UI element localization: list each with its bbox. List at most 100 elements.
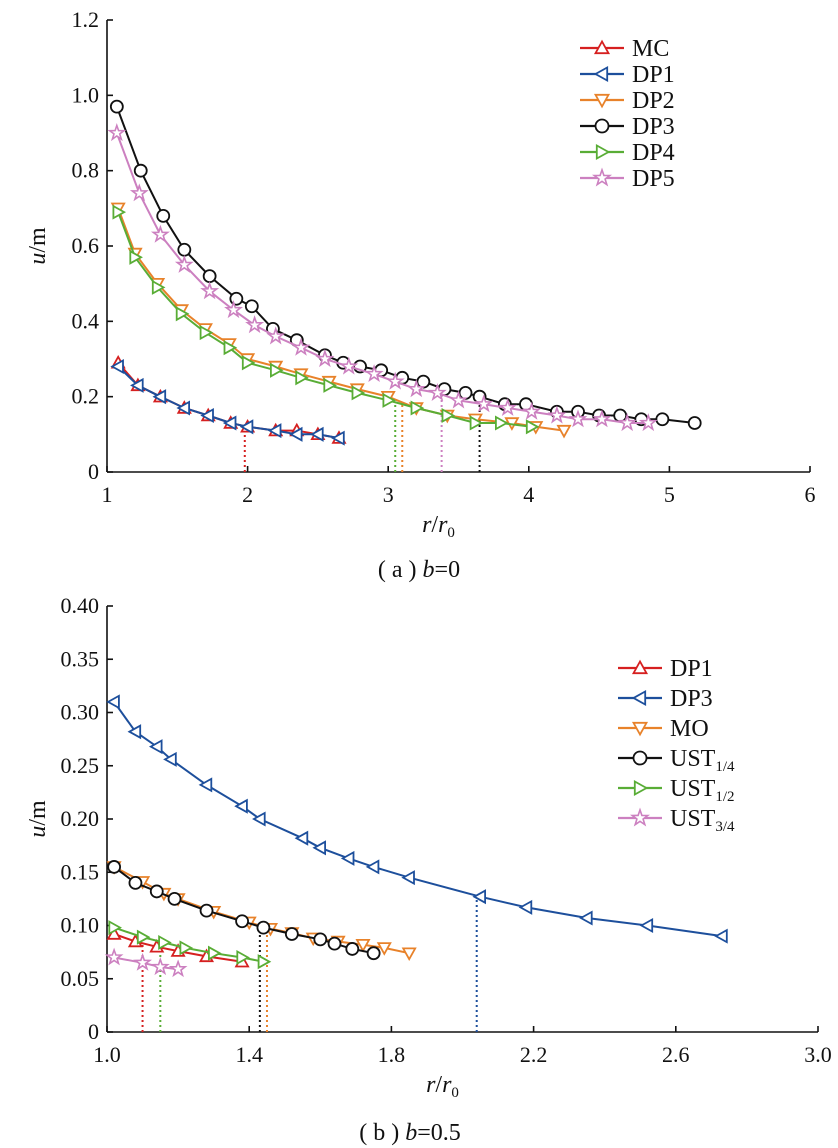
data-point xyxy=(376,942,392,956)
data-point xyxy=(267,423,282,439)
data-point xyxy=(133,163,148,178)
data-point xyxy=(340,850,355,866)
y-tick-label: 0 xyxy=(88,459,99,484)
legend-marker xyxy=(631,659,649,675)
data-point xyxy=(234,798,248,814)
x-tick-label: 2 xyxy=(242,482,253,507)
data-point xyxy=(130,377,144,393)
legend-label: DP4 xyxy=(632,140,675,166)
data-point xyxy=(323,377,337,393)
data-point xyxy=(474,394,494,413)
x-tick-label: 1 xyxy=(102,482,113,507)
data-point xyxy=(110,358,124,375)
data-point xyxy=(202,269,217,284)
panel-caption: ( a ) b=0 xyxy=(378,557,460,583)
series-line xyxy=(115,132,649,424)
data-point xyxy=(639,917,654,934)
data-point xyxy=(714,928,728,944)
data-point xyxy=(167,891,182,906)
panel-b-chart: 0 0.05 0.10 0.15 0.20 0.25 0.30 0.35 0.40 1.0 1.4 1… xyxy=(25,593,832,1146)
y-tick-label: 1.2 xyxy=(72,7,100,32)
data-point xyxy=(179,940,194,956)
data-point xyxy=(365,859,380,875)
y-tick-label: 0.40 xyxy=(61,593,100,618)
data-point xyxy=(518,899,533,915)
data-point xyxy=(133,952,153,971)
x-tick-label: 4 xyxy=(523,482,534,507)
data-point xyxy=(295,370,309,386)
data-point xyxy=(494,415,509,431)
data-point xyxy=(174,254,194,273)
y-tick-label: 0.4 xyxy=(72,308,100,333)
data-point xyxy=(291,337,311,356)
data-point xyxy=(568,409,588,428)
data-point xyxy=(355,939,371,953)
data-point xyxy=(176,400,191,416)
data-point xyxy=(244,299,259,314)
data-point xyxy=(449,390,468,409)
data-point xyxy=(199,325,214,341)
y-tick-label: 0.20 xyxy=(61,806,100,831)
data-point xyxy=(351,385,366,401)
legend-label: DP3 xyxy=(670,686,713,712)
data-point xyxy=(638,413,658,432)
data-point xyxy=(236,949,250,966)
y-tick-label: 0 xyxy=(88,1019,99,1044)
data-point xyxy=(175,306,190,322)
data-point xyxy=(245,315,265,334)
data-point xyxy=(107,123,127,142)
legend-label: UST3/4 xyxy=(670,806,735,835)
y-tick-label: 0.30 xyxy=(61,700,100,725)
data-point xyxy=(163,751,177,767)
legend-label: DP1 xyxy=(632,62,675,88)
data-point xyxy=(198,777,213,793)
y-tick-label: 0.25 xyxy=(61,753,100,778)
legend-label: DP1 xyxy=(670,656,713,682)
y-axis-label: u/m xyxy=(25,227,51,265)
data-point xyxy=(266,326,286,345)
data-point xyxy=(339,356,359,375)
legend-marker xyxy=(633,779,649,797)
y-axis-label: u/m xyxy=(25,800,51,838)
data-point xyxy=(112,204,127,220)
data-point xyxy=(345,942,360,956)
data-point xyxy=(313,932,328,947)
x-tick-label: 1.4 xyxy=(235,1042,263,1067)
data-point xyxy=(152,389,167,405)
data-point xyxy=(556,424,572,439)
legend-marker xyxy=(591,167,613,187)
data-point xyxy=(151,279,166,295)
data-point xyxy=(108,920,122,936)
data-point xyxy=(222,415,237,431)
data-point xyxy=(256,920,271,935)
data-point xyxy=(498,398,518,416)
legend-marker xyxy=(593,93,611,109)
data-point xyxy=(547,405,567,424)
data-point xyxy=(288,426,303,442)
legend-marker xyxy=(631,721,649,737)
legend-marker xyxy=(594,118,610,134)
data-point xyxy=(252,811,266,827)
x-tick-label: 1.0 xyxy=(93,1042,121,1067)
legend-marker xyxy=(629,807,651,827)
x-tick-label: 5 xyxy=(664,482,675,507)
y-tick-label: 1.0 xyxy=(72,82,100,107)
data-point xyxy=(107,860,122,874)
panel-a-chart: 0 0.2 0.4 0.6 0.8 1.0 1.2 1 2 3 4 5 6 r/r0 u/m MCDP1DP2… xyxy=(25,7,816,583)
data-point xyxy=(284,927,299,941)
x-tick-label: 3 xyxy=(383,482,394,507)
data-point xyxy=(199,903,214,918)
data-point xyxy=(687,416,702,430)
data-point xyxy=(294,830,309,846)
y-tick-label: 0.10 xyxy=(61,913,100,938)
legend-label: DP2 xyxy=(632,88,675,114)
x-tick-label: 6 xyxy=(805,482,816,507)
data-point xyxy=(427,382,447,402)
data-point xyxy=(207,945,222,961)
data-point xyxy=(469,415,484,431)
data-point xyxy=(406,379,426,398)
data-point xyxy=(223,340,238,356)
data-point xyxy=(364,364,384,383)
legend-marker xyxy=(595,143,611,161)
data-point xyxy=(128,876,143,890)
